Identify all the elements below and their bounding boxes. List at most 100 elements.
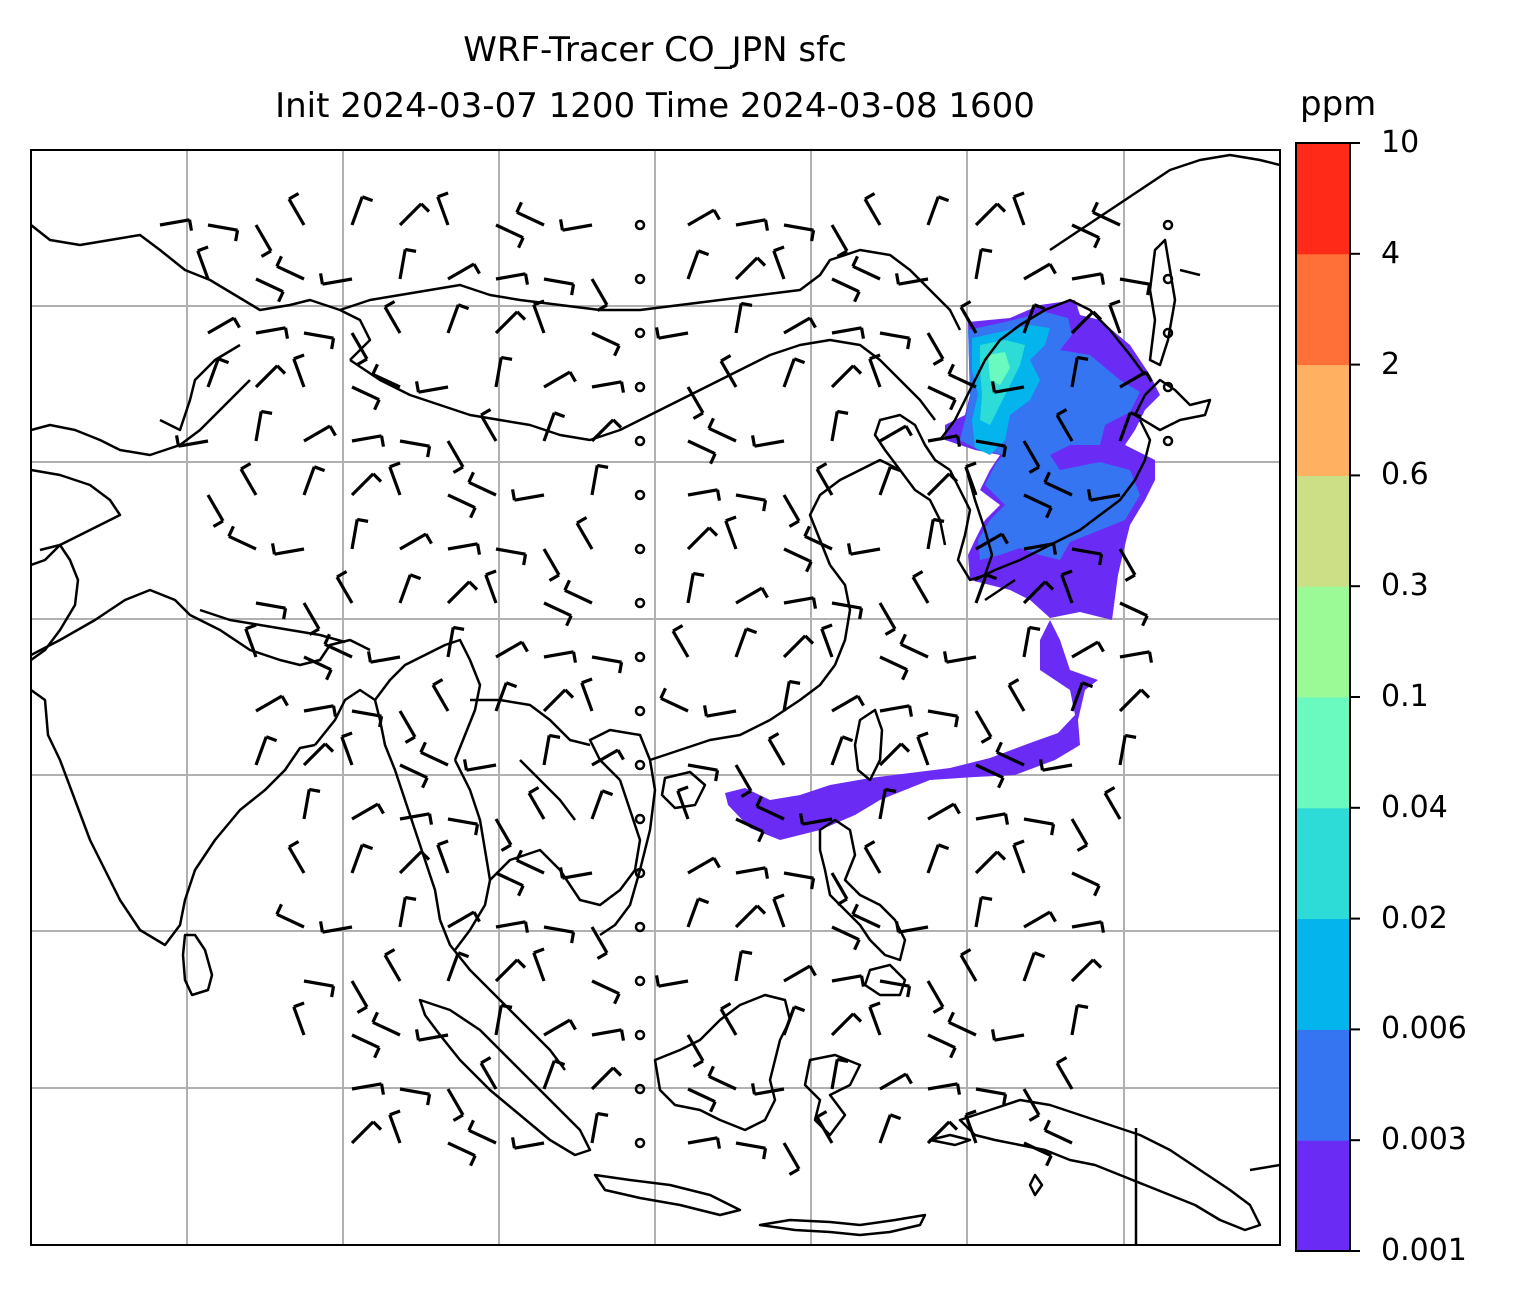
wind-barb [879, 979, 912, 998]
wind-barb [964, 461, 978, 496]
wind-barb-flag [788, 679, 801, 685]
coastline-segment [31, 688, 316, 947]
wind-barb-flag [1044, 580, 1055, 591]
wind-barb [494, 355, 513, 388]
wind-barb-flag [227, 525, 235, 537]
wind-barb-flag [581, 677, 593, 685]
wind-barb-flag [773, 245, 785, 253]
wind-barb-flag [325, 669, 333, 681]
wind-barb-staff [734, 256, 759, 281]
coastline-segment [181, 933, 214, 997]
wind-barb-staff [1118, 548, 1137, 576]
wind-barb-flag [480, 408, 492, 417]
colorbar-segment [1296, 475, 1350, 587]
wind-barb [495, 871, 525, 897]
wind-barb-flag [1141, 615, 1149, 627]
wind-barb-flag [948, 1120, 959, 1131]
wind-barb-flag [517, 885, 525, 897]
wind-barb-flag [612, 1066, 623, 1077]
calm-wind-marker [634, 381, 646, 393]
wind-barb-staff [590, 790, 604, 820]
wind-barb-flag [762, 1147, 768, 1160]
wind-barb-staff [927, 1033, 956, 1050]
wind-barb [494, 681, 518, 712]
wind-barb-flag [672, 624, 684, 633]
wind-barb-flag [889, 465, 902, 473]
coastline-segment [1249, 1163, 1280, 1172]
wind-barb-staff [350, 844, 364, 874]
wind-barb-flag [942, 651, 949, 663]
wind-barb-flag [558, 867, 565, 879]
wind-barb-flag [1000, 533, 1009, 545]
wind-barb-staff [1012, 196, 1026, 226]
wind-barb-staff [900, 642, 929, 659]
wind-barb [591, 979, 621, 1005]
wind-barb-staff [1070, 310, 1095, 335]
wind-barb [351, 709, 384, 728]
wind-barb [851, 903, 881, 929]
wind-barb-flag [836, 249, 848, 258]
wind-barb-flag [515, 849, 523, 861]
wind-barb [436, 191, 450, 226]
wind-barb-staff [927, 385, 956, 402]
wind-barb [942, 651, 977, 664]
calm-wind-marker [634, 921, 646, 933]
wind-barb [750, 1083, 785, 1096]
wind-barb-flag [793, 357, 806, 365]
wind-barb-staff [244, 628, 258, 658]
wind-barb-staff [852, 912, 881, 929]
wind-barb-staff [734, 951, 743, 982]
wind-barb [927, 1033, 957, 1059]
wind-barb [302, 465, 326, 496]
wind-barb-staff [754, 1087, 785, 1096]
wind-barb-flag [757, 831, 765, 843]
wind-barb [851, 255, 881, 281]
wind-barb [542, 733, 561, 766]
wind-barb [734, 904, 767, 929]
wind-barb-staff [494, 310, 519, 335]
wind-barb [687, 856, 721, 875]
wind-barb-flag [756, 256, 767, 267]
wind-barb-flag [1093, 885, 1101, 897]
wind-barb [926, 843, 950, 874]
coastline-segment [653, 993, 792, 1132]
wind-barb [542, 1059, 566, 1090]
wind-barb-flag [619, 381, 626, 393]
wind-barb-flag [740, 301, 753, 307]
wind-barb-flag [1028, 1113, 1040, 1122]
wind-barb [772, 893, 786, 928]
wind-barb-flag [378, 715, 384, 728]
wind-barb-flag [762, 499, 768, 512]
wind-barb-flag [404, 247, 417, 253]
wind-barb-staff [399, 1087, 430, 1096]
coastline-segment [853, 708, 884, 782]
wind-barb-staff [878, 602, 897, 630]
wind-barb [686, 1034, 705, 1068]
wind-barb-staff [303, 331, 334, 340]
tracer-plume-core-green [988, 352, 1010, 385]
wind-barb-flag [810, 877, 816, 890]
tracer-plume [725, 300, 1160, 840]
wind-barb-flag [859, 975, 866, 987]
wind-barb-staff [974, 574, 988, 604]
wind-barb-staff [495, 920, 526, 929]
wind-barb-staff [975, 763, 1004, 780]
calm-wind-marker [634, 273, 646, 285]
wind-barb-staff [1119, 370, 1147, 389]
coastline-segment [974, 419, 1152, 582]
wind-barb-staff [398, 249, 407, 280]
wind-barb-flag [803, 525, 811, 537]
wind-barb [371, 1011, 401, 1037]
wind-barb-flag [212, 519, 224, 528]
wind-barb [532, 947, 546, 982]
wind-barb-staff [303, 655, 332, 672]
wind-barb [1070, 681, 1094, 712]
wind-barb-flag [745, 627, 758, 635]
coastline-segment [1133, 378, 1212, 432]
wind-barb [959, 300, 978, 334]
wind-barb [590, 926, 609, 960]
wind-barb-staff [591, 979, 620, 996]
wind-barb-flag [836, 409, 849, 415]
wind-barb-flag [1028, 625, 1041, 631]
wind-barb-flag [810, 229, 816, 242]
